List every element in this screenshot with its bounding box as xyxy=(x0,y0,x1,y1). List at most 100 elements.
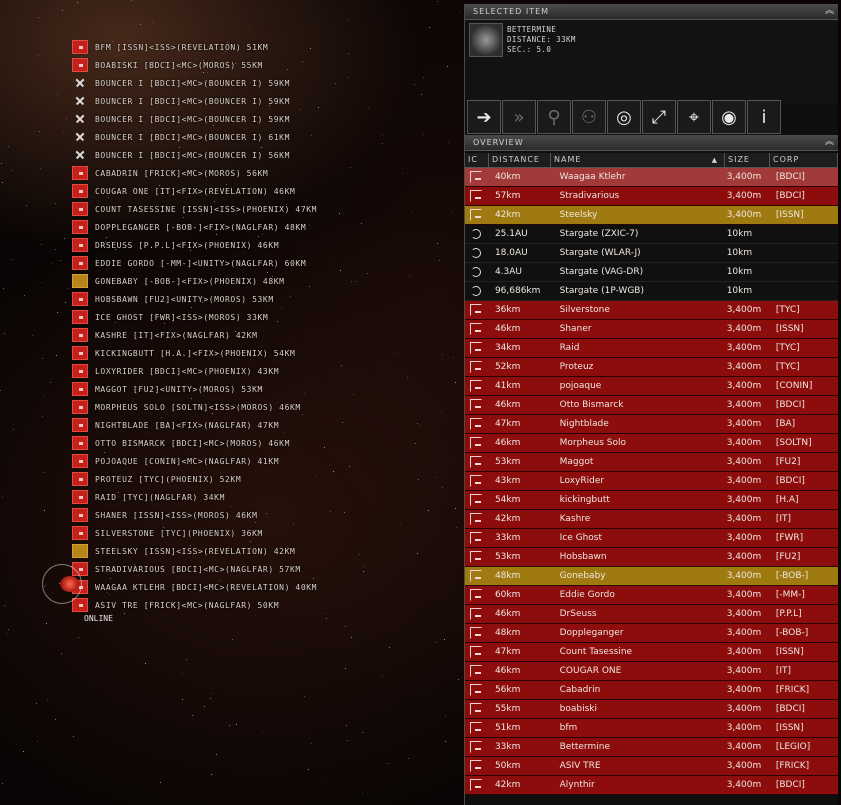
overview-row[interactable]: 46km COUGAR ONE 3,400m [IT] xyxy=(465,662,838,681)
column-header-size[interactable]: SIZE xyxy=(725,153,770,167)
bracket-row[interactable]: POJOAQUE [CONIN]<MC>(NAGLFAR) 41KM xyxy=(72,452,462,470)
overview-row[interactable]: 42km Steelsky 3,400m [ISSN] xyxy=(465,206,838,225)
overview-row[interactable]: 55km boabiski 3,400m [BDCI] xyxy=(465,700,838,719)
overview-row[interactable]: 18.0AU Stargate (WLAR-J) 10km xyxy=(465,244,838,263)
overview-row[interactable]: 60km Eddie Gordo 3,400m [-MM-] xyxy=(465,586,838,605)
bracket-row[interactable]: ASIV TRE [FRICK]<MC>(NAGLFAR) 50KM xyxy=(72,596,462,614)
bracket-row[interactable]: MORPHEUS SOLO [SOLTN]<ISS>(MOROS) 46KM xyxy=(72,398,462,416)
bracket-row[interactable]: SILVERSTONE [TYC](PHOENIX) 36KM xyxy=(72,524,462,542)
ship-bracket-icon[interactable] xyxy=(72,40,88,54)
bracket-row[interactable]: CABADRIN [FRICK]<MC>(MOROS) 56KM xyxy=(72,164,462,182)
ship-bracket-icon[interactable] xyxy=(72,292,88,306)
column-header-corp[interactable]: CORP xyxy=(770,153,838,167)
overview-row[interactable]: 50km ASIV TRE 3,400m [FRICK] xyxy=(465,757,838,776)
overview-row[interactable]: 33km Ice Ghost 3,400m [FWR] xyxy=(465,529,838,548)
bracket-row[interactable]: STEELSKY [ISSN]<ISS>(REVELATION) 42KM xyxy=(72,542,462,560)
overview-row[interactable]: 48km Doppleganger 3,400m [-BOB-] xyxy=(465,624,838,643)
bracket-row[interactable]: DRSEUSS [P.P.L]<FIX>(PHOENIX) 46KM xyxy=(72,236,462,254)
overview-row[interactable]: 53km Hobsbawn 3,400m [FU2] xyxy=(465,548,838,567)
collapse-chevron-icon[interactable]: ︽ xyxy=(824,6,834,16)
bracket-row[interactable]: OTTO BISMARCK [BDCI]<MC>(MOROS) 46KM xyxy=(72,434,462,452)
overview-row[interactable]: 54km kickingbutt 3,400m [H.A] xyxy=(465,491,838,510)
ship-bracket-icon[interactable] xyxy=(72,454,88,468)
ship-bracket-icon[interactable] xyxy=(72,202,88,216)
bracket-row[interactable]: EDDIE GORDO [-MM-]<UNITY>(NAGLFAR) 60KM xyxy=(72,254,462,272)
ship-bracket-icon[interactable] xyxy=(72,346,88,360)
overview-row[interactable]: 48km Gonebaby 3,400m [-BOB-] xyxy=(465,567,838,586)
bracket-row[interactable]: WAAGAA KTLEHR [BDCI]<MC>(REVELATION) 40K… xyxy=(72,578,462,596)
overview-row[interactable]: 46km DrSeuss 3,400m [P.P.L] xyxy=(465,605,838,624)
overview-row[interactable]: 34km Raid 3,400m [TYC] xyxy=(465,339,838,358)
bracket-row[interactable]: PROTEUZ [TYC](PHOENIX) 52KM xyxy=(72,470,462,488)
player-ship[interactable] xyxy=(38,562,98,606)
bracket-row[interactable]: ICE GHOST [FWR]<ISS>(MOROS) 33KM xyxy=(72,308,462,326)
warp-icon[interactable]: » xyxy=(502,100,536,134)
bracket-row[interactable]: BOUNCER I [BDCI]<MC>(BOUNCER I) 59KM xyxy=(72,110,462,128)
bracket-row[interactable]: DOPPLEGANGER [-BOB-]<FIX>(NAGLFAR) 48KM xyxy=(72,218,462,236)
ship-bracket-icon[interactable] xyxy=(72,364,88,378)
bracket-row[interactable]: COUGAR ONE [IT]<FIX>(REVELATION) 46KM xyxy=(72,182,462,200)
ship-bracket-icon[interactable] xyxy=(72,598,88,612)
ship-bracket-icon[interactable] xyxy=(72,184,88,198)
overview-header[interactable]: OVERVIEW ︽ xyxy=(465,135,838,151)
bracket-row[interactable]: BOUNCER I [BDCI]<MC>(BOUNCER I) 59KM xyxy=(72,92,462,110)
overview-row[interactable]: 53km Maggot 3,400m [FU2] xyxy=(465,453,838,472)
ship-bracket-icon[interactable] xyxy=(72,58,88,72)
drone-bracket-icon[interactable] xyxy=(72,130,88,144)
overview-row[interactable]: 36km Silverstone 3,400m [TYC] xyxy=(465,301,838,320)
keep-range-icon[interactable]: ⤢ xyxy=(642,100,676,134)
bracket-row[interactable]: KICKINGBUTT [H.A.]<FIX>(PHOENIX) 54KM xyxy=(72,344,462,362)
overview-row[interactable]: 40km Waagaa Ktlehr 3,400m [BDCI] xyxy=(465,168,838,187)
bracket-row[interactable]: BOABISKI [BDCI]<MC>(MOROS) 55KM xyxy=(72,56,462,74)
ship-bracket-icon[interactable] xyxy=(72,382,88,396)
column-header-distance[interactable]: DISTANCE xyxy=(489,153,551,167)
overview-row[interactable]: 47km Count Tasessine 3,400m [ISSN] xyxy=(465,643,838,662)
drone-bracket-icon[interactable] xyxy=(72,76,88,90)
bracket-row[interactable]: SHANER [ISSN]<ISS>(MOROS) 46KM xyxy=(72,506,462,524)
bracket-row[interactable]: BOUNCER I [BDCI]<MC>(BOUNCER I) 59KM xyxy=(72,74,462,92)
look-at-icon[interactable]: ◉ xyxy=(712,100,746,134)
bracket-row[interactable]: MAGGOT [FU2]<UNITY>(MOROS) 53KM xyxy=(72,380,462,398)
lock-target-icon[interactable]: ⌖ xyxy=(677,100,711,134)
overview-row[interactable]: 25.1AU Stargate (ZXIC-7) 10km xyxy=(465,225,838,244)
overview-row[interactable]: 57km Stradivarious 3,400m [BDCI] xyxy=(465,187,838,206)
ship-bracket-icon[interactable] xyxy=(72,166,88,180)
bracket-row[interactable]: BFM [ISSN]<ISS>(REVELATION) 51KM xyxy=(72,38,462,56)
bracket-row[interactable]: GONEBABY [-BOB-]<FIX>(PHOENIX) 48KM xyxy=(72,272,462,290)
bracket-row[interactable]: KASHRE [IT]<FIX>(NAGLFAR) 42KM xyxy=(72,326,462,344)
ship-bracket-icon[interactable] xyxy=(72,544,88,558)
bracket-row[interactable]: NIGHTBLADE [BA]<FIX>(NAGLFAR) 47KM xyxy=(72,416,462,434)
overview-row[interactable]: 43km LoxyRider 3,400m [BDCI] xyxy=(465,472,838,491)
overview-collapse-icon[interactable]: ︽ xyxy=(824,137,834,147)
bracket-row[interactable]: BOUNCER I [BDCI]<MC>(BOUNCER I) 56KM xyxy=(72,146,462,164)
align-icon[interactable]: ⚇ xyxy=(572,100,606,134)
drone-bracket-icon[interactable] xyxy=(72,112,88,126)
bracket-row[interactable]: BOUNCER I [BDCI]<MC>(BOUNCER I) 61KM xyxy=(72,128,462,146)
ship-bracket-icon[interactable] xyxy=(72,238,88,252)
overview-row[interactable]: 96,686km Stargate (1P-WGB) 10km xyxy=(465,282,838,301)
ship-bracket-icon[interactable] xyxy=(72,274,88,288)
overview-row[interactable]: 56km Cabadrin 3,400m [FRICK] xyxy=(465,681,838,700)
overview-row[interactable]: 46km Shaner 3,400m [ISSN] xyxy=(465,320,838,339)
ship-bracket-icon[interactable] xyxy=(72,310,88,324)
ship-bracket-icon[interactable] xyxy=(72,418,88,432)
bracket-row[interactable]: STRADIVARIOUS [BDCI]<MC>(NAGLFAR) 57KM xyxy=(72,560,462,578)
ship-bracket-icon[interactable] xyxy=(72,436,88,450)
overview-row[interactable]: 4.3AU Stargate (VAG-DR) 10km xyxy=(465,263,838,282)
ship-bracket-icon[interactable] xyxy=(72,472,88,486)
approach-icon[interactable]: ➔ xyxy=(467,100,501,134)
overview-row[interactable]: 51km bfm 3,400m [ISSN] xyxy=(465,719,838,738)
ship-bracket-icon[interactable] xyxy=(72,328,88,342)
orbit-icon[interactable]: ◎ xyxy=(607,100,641,134)
column-header-ic[interactable]: IC xyxy=(465,153,489,167)
ship-bracket-icon[interactable] xyxy=(72,256,88,270)
info-icon[interactable]: i xyxy=(747,100,781,134)
jump-icon[interactable]: ⚲ xyxy=(537,100,571,134)
ship-bracket-icon[interactable] xyxy=(72,508,88,522)
overview-row[interactable]: 42km Alynthir 3,400m [BDCI] xyxy=(465,776,838,795)
selected-item-header[interactable]: SELECTED ITEM ︽ xyxy=(465,4,838,20)
selected-item-thumbnail[interactable] xyxy=(469,23,503,57)
ship-bracket-icon[interactable] xyxy=(72,400,88,414)
overview-row[interactable]: 46km Otto Bismarck 3,400m [BDCI] xyxy=(465,396,838,415)
overview-row[interactable]: 52km Proteuz 3,400m [TYC] xyxy=(465,358,838,377)
